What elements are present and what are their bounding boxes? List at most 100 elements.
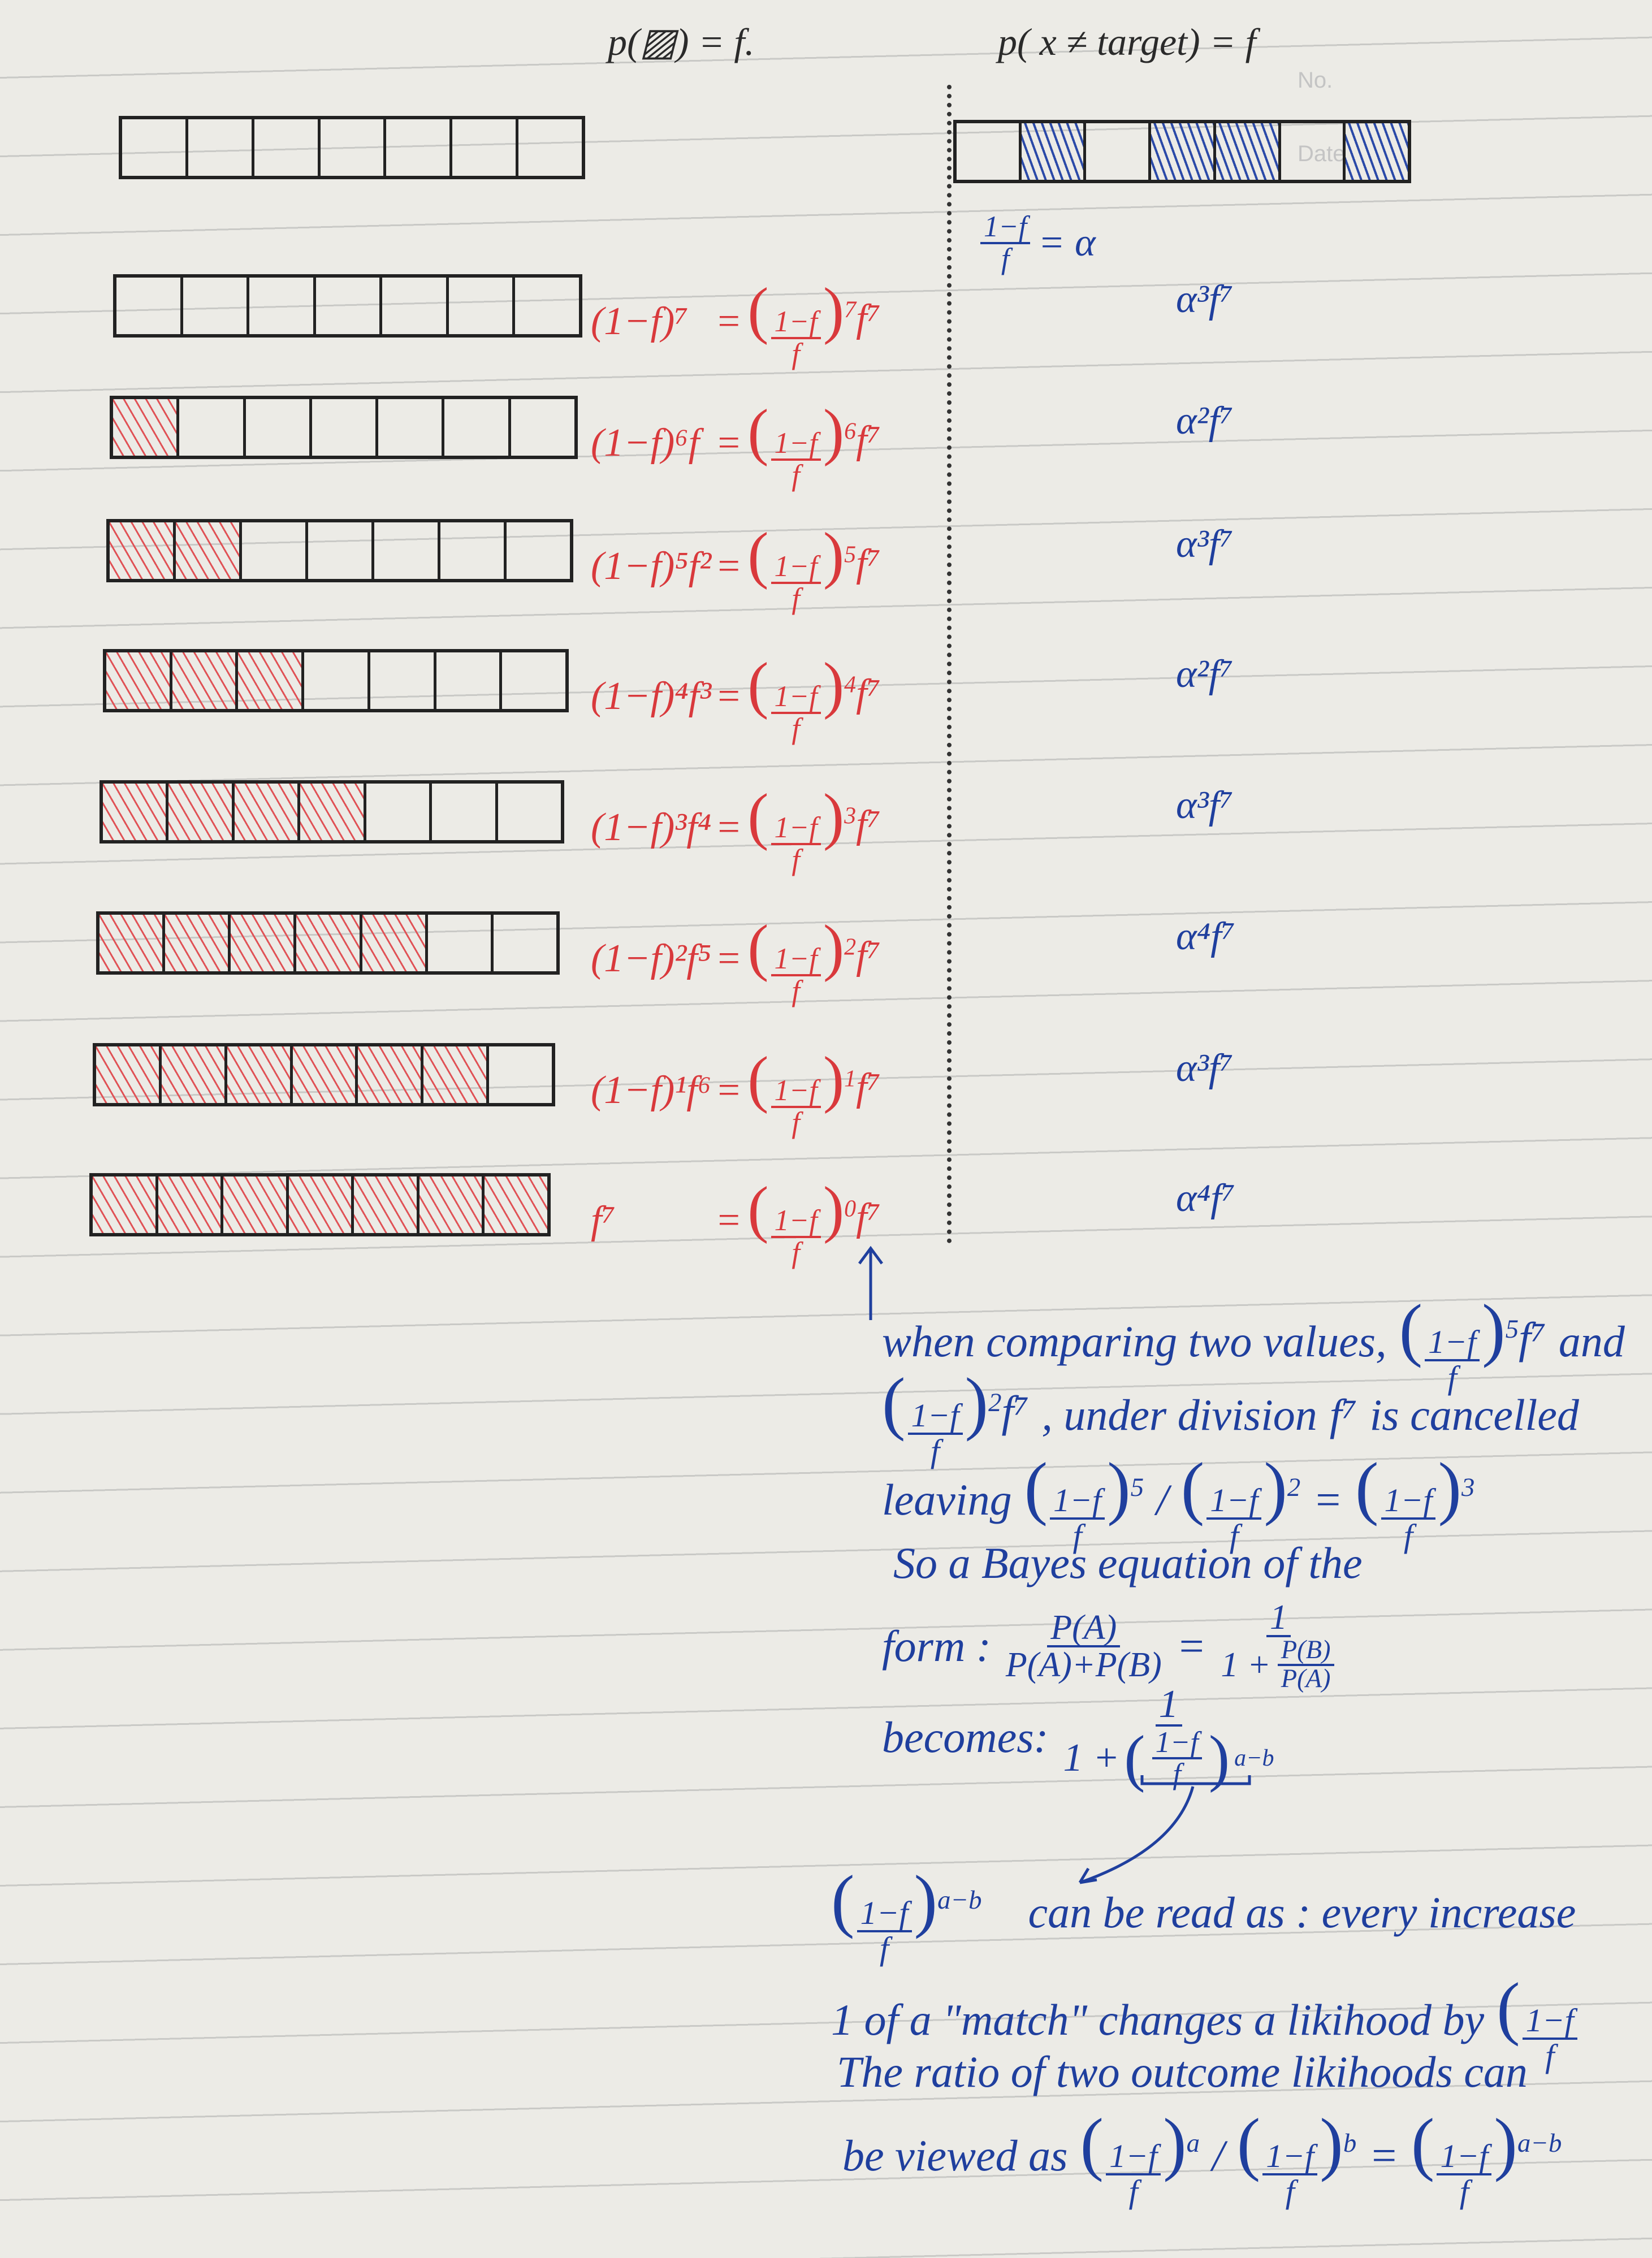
empty-cell <box>436 652 503 709</box>
lhs: (1−f)⁴f³ <box>591 674 712 718</box>
exp: 3 <box>1461 1473 1475 1502</box>
frac-den: f <box>1072 1517 1082 1554</box>
slash: / <box>1156 1475 1169 1524</box>
exp: 0 <box>844 1196 857 1222</box>
lhs: f⁷ <box>591 1198 616 1242</box>
shaded-cell <box>1346 123 1408 180</box>
frac-num: 1−f <box>1522 2004 1577 2040</box>
note-text: leaving <box>882 1475 1012 1524</box>
empty-cell <box>511 399 574 456</box>
shaded-cell <box>485 1176 548 1233</box>
shaded-cell <box>168 784 235 840</box>
tail: f⁷ <box>856 297 881 340</box>
equals: = <box>715 421 742 465</box>
note-line-10: be viewed as (1−f f)a / (1−f f)b = (1−f f)a… <box>842 2104 1562 2210</box>
frac-num: 1−f <box>1050 1483 1105 1520</box>
alpha-expression: α²f⁷ <box>1176 652 1234 696</box>
shaded-cell <box>1151 123 1216 180</box>
empty-cell <box>378 399 445 456</box>
exp: a−b <box>1517 2129 1562 2158</box>
empty-cell <box>242 522 308 579</box>
shaded-cell <box>165 915 231 971</box>
shaded-cell <box>292 1046 358 1103</box>
note-line-3: leaving (1−f f)5 / (1−f f)2 = (1−f f)3 <box>882 1448 1475 1554</box>
arrow-annotation <box>1078 1775 1251 1884</box>
shaded-cell <box>106 652 172 709</box>
exp: 1 <box>844 1066 857 1092</box>
frac-den: f <box>1447 1359 1457 1396</box>
exp: 4 <box>844 672 857 698</box>
note-text: So a Bayes equation of the <box>893 1538 1363 1587</box>
right-header: p( x ≠ target) = f <box>998 20 1256 63</box>
shaded-cell <box>358 1046 424 1103</box>
frac-den: f <box>792 712 800 745</box>
frac-num: 1−f <box>1106 2139 1161 2175</box>
empty-cell <box>498 784 561 840</box>
empty-cell <box>304 652 370 709</box>
empty-cell <box>374 522 440 579</box>
equals: = <box>1176 1621 1206 1671</box>
exp: a <box>1186 2129 1200 2158</box>
empty-cell <box>432 784 498 840</box>
note-line-4: So a Bayes equation of the <box>893 1538 1363 1589</box>
alpha-expression: α⁴f⁷ <box>1176 915 1235 958</box>
exp: a−b <box>1234 1745 1274 1771</box>
lhs: (1−f)⁵f² <box>591 544 712 588</box>
equals: = <box>715 936 742 980</box>
row-formula: (1−f)⁷ = (1−f f)7f⁷ <box>591 275 881 370</box>
exp: 6 <box>844 418 857 445</box>
shaded-cell <box>96 1046 162 1103</box>
tail: f⁷ <box>856 934 881 977</box>
note-line-1: when comparing two values, (1−f f)5f⁷ and <box>882 1290 1625 1396</box>
frac-den: f <box>792 337 800 370</box>
empty-cell <box>1086 123 1152 180</box>
shaded-cell <box>176 522 242 579</box>
shaded-cell <box>234 784 301 840</box>
shaded-cell <box>103 784 169 840</box>
exp: a−b <box>937 1885 982 1915</box>
shaded-cell <box>296 915 362 971</box>
shaded-cell <box>362 915 428 971</box>
empty-cell <box>116 278 183 334</box>
note-text: f⁷ <box>1329 1390 1357 1439</box>
alpha-rhs: = α <box>1038 220 1096 265</box>
shaded-cell <box>231 915 297 971</box>
empty-cell <box>428 915 494 971</box>
tail: f⁷ <box>856 418 881 462</box>
sequence-bar <box>103 649 569 712</box>
empty-cell <box>440 522 507 579</box>
frac-den: f <box>1403 1517 1413 1554</box>
frac-num: P(B) <box>1277 1637 1334 1666</box>
sequence-bar <box>106 519 573 582</box>
frac-num: 1−f <box>771 944 821 976</box>
exp: 5 <box>844 542 857 568</box>
exp: 2 <box>1287 1473 1301 1502</box>
empty-cell <box>507 522 570 579</box>
note-text: 1 of a "match" changes a likihood by <box>831 1995 1485 2044</box>
tail: f⁷ <box>856 1196 881 1239</box>
row-formula: (1−f)³f⁴ = (1−f f)3f⁷ <box>591 781 881 876</box>
equals: = <box>1369 2131 1399 2180</box>
frac-den: f <box>792 582 800 615</box>
exp: 2 <box>988 1388 1002 1417</box>
empty-cell <box>494 915 556 971</box>
empty-cell <box>370 652 436 709</box>
equals: = <box>715 1068 742 1112</box>
target-mismatch-bar <box>953 120 1411 183</box>
up-arrow <box>858 1245 884 1320</box>
shaded-cell <box>419 1176 485 1233</box>
slash: / <box>1212 2131 1225 2180</box>
frac-num: 1−f <box>771 552 821 584</box>
frac-num: 1−f <box>771 813 821 845</box>
frac-num: 1−f <box>1437 2139 1492 2175</box>
exp: 3 <box>844 803 857 829</box>
note-text: can be read as : every increase <box>1028 1888 1576 1937</box>
note-text: becomes: <box>882 1712 1049 1762</box>
empty-cell <box>308 522 374 579</box>
exp: b <box>1343 2129 1357 2158</box>
shaded-cell <box>161 1046 227 1103</box>
alpha-definition: 1−f f = α <box>978 212 1096 274</box>
note-line-2: (1−f f)2f⁷ , under division f⁷ is cancell… <box>882 1364 1579 1469</box>
frac-num: 1−f <box>1381 1483 1436 1520</box>
alpha-num: 1−f <box>980 212 1031 244</box>
